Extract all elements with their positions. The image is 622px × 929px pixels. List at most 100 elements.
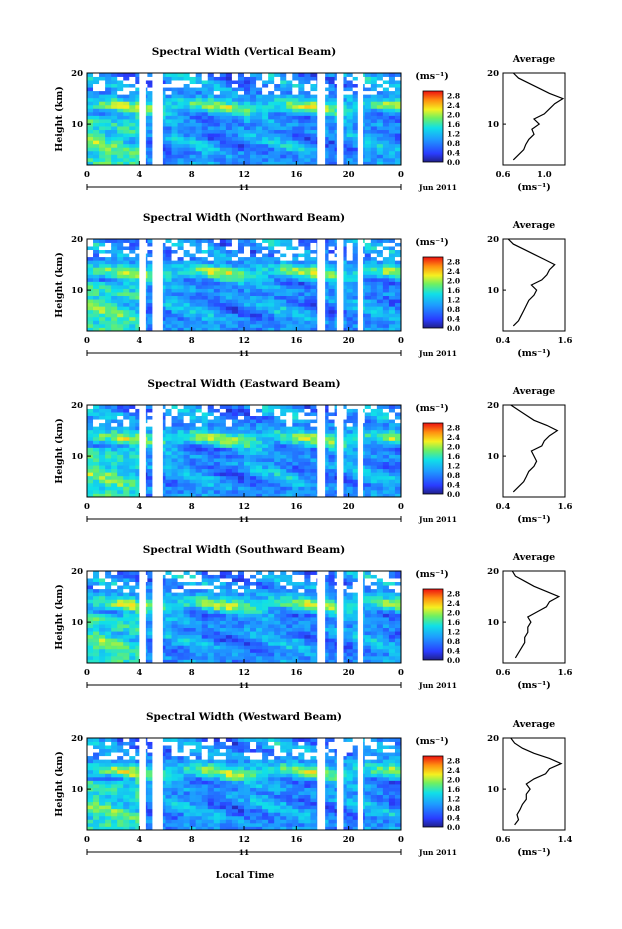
heatmap-cell — [394, 493, 402, 498]
heatmap-cell — [340, 126, 348, 131]
heatmap-cell — [171, 285, 178, 289]
heatmap-cell — [213, 147, 221, 152]
heatmap-cell — [352, 260, 360, 265]
heatmap-cell — [376, 104, 384, 109]
heatmap-cell — [352, 122, 360, 127]
heatmap-cell — [195, 482, 203, 487]
heatmap-cell — [87, 436, 94, 441]
heatmap-cell — [93, 147, 100, 152]
heatmap-cell — [129, 617, 136, 621]
heatmap-cell — [177, 119, 185, 123]
heatmap-cell — [280, 267, 287, 272]
heatmap-cell — [105, 80, 112, 85]
heatmap-cell — [165, 147, 172, 152]
heatmap-cell — [250, 288, 257, 293]
heatmap-cell — [268, 405, 275, 409]
heatmap-cell — [394, 309, 402, 314]
heatmap-cell — [346, 475, 354, 480]
heatmap-cell — [340, 76, 348, 81]
heatmap-cell — [298, 461, 305, 466]
heatmap-cell — [382, 256, 390, 261]
heatmap-cell — [237, 655, 245, 660]
heatmap-cell — [123, 239, 130, 243]
heatmap-cell — [286, 281, 293, 286]
heatmap-cell — [195, 585, 203, 590]
heatmap-cell — [286, 249, 293, 254]
heatmap-cell — [244, 256, 251, 261]
heatmap-cell — [231, 143, 239, 148]
heatmap-cell — [207, 150, 215, 155]
heatmap-cell — [177, 415, 185, 420]
heatmap-cell — [135, 426, 142, 431]
heatmap-cell — [135, 161, 142, 166]
heatmap-cell — [280, 242, 287, 247]
heatmap-cell — [219, 239, 227, 243]
heatmap-cell — [165, 270, 172, 275]
heatmap-cell — [364, 267, 372, 272]
heatmap-cell — [376, 140, 384, 145]
heatmap-cell — [195, 157, 203, 162]
heatmap-cell — [244, 239, 251, 243]
heatmap-cell — [364, 115, 372, 120]
heatmap-cell — [135, 309, 142, 314]
heatmap-cell — [147, 659, 154, 664]
heatmap-cell — [171, 617, 178, 621]
heatmap-cell — [177, 274, 185, 279]
heatmap-cell — [231, 482, 239, 487]
heatmap-cell — [370, 150, 378, 155]
heatmap-cell — [135, 468, 142, 473]
heatmap-cell — [135, 256, 142, 261]
heatmap-cell — [394, 443, 402, 448]
heatmap-cell — [213, 429, 221, 434]
heatmap-cell — [280, 263, 287, 268]
heatmap-cell — [298, 76, 305, 81]
heatmap-cell — [256, 320, 263, 325]
heatmap-cell — [262, 90, 269, 95]
heatmap-cell — [135, 652, 142, 657]
heatmap-cell — [382, 419, 390, 424]
heatmap-cell — [280, 458, 287, 463]
heatmap-cell — [117, 468, 124, 473]
heatmap-cell — [328, 136, 335, 141]
heatmap-cell — [352, 76, 360, 81]
heatmap-cell — [201, 652, 209, 657]
heatmap-cell — [123, 458, 130, 463]
heatmap-cell — [244, 429, 251, 434]
heatmap-cell — [298, 277, 305, 282]
heatmap-cell — [340, 292, 348, 297]
heatmap-cell — [183, 620, 191, 625]
heatmap-cell — [322, 475, 329, 480]
heatmap-cell — [304, 323, 311, 328]
heatmap-cell — [298, 302, 305, 307]
heatmap-cell — [292, 136, 299, 141]
heatmap-cell — [304, 408, 311, 413]
y-axis-label: Height (km) — [54, 418, 65, 484]
heatmap-cell — [364, 302, 372, 307]
heatmap-cell — [213, 323, 221, 328]
heatmap-cell — [207, 652, 215, 657]
heatmap-cell — [117, 309, 124, 314]
heatmap-cell — [183, 140, 191, 145]
heatmap-cell — [310, 253, 317, 258]
heatmap-cell — [165, 83, 172, 88]
heatmap-cell — [111, 578, 118, 583]
heatmap-cell — [310, 306, 317, 311]
heatmap-cell — [346, 90, 354, 95]
heatmap-cell — [183, 90, 191, 95]
heatmap-cell — [346, 447, 354, 452]
heatmap-cell — [225, 634, 233, 639]
heatmap-cell — [123, 426, 130, 431]
heatmap-cell — [111, 493, 118, 498]
heatmap-cell — [292, 122, 299, 127]
heatmap-cell — [129, 645, 136, 650]
heatmap-cell — [322, 295, 329, 300]
heatmap-cell — [201, 482, 209, 487]
heatmap-cell — [274, 299, 281, 304]
heatmap-cell — [256, 133, 263, 138]
heatmap-cell — [123, 436, 130, 441]
heatmap-cell — [250, 440, 257, 445]
heatmap-cell — [346, 486, 354, 491]
heatmap-cell — [177, 436, 185, 441]
heatmap-cell — [195, 602, 203, 607]
heatmap-cell — [225, 489, 233, 494]
